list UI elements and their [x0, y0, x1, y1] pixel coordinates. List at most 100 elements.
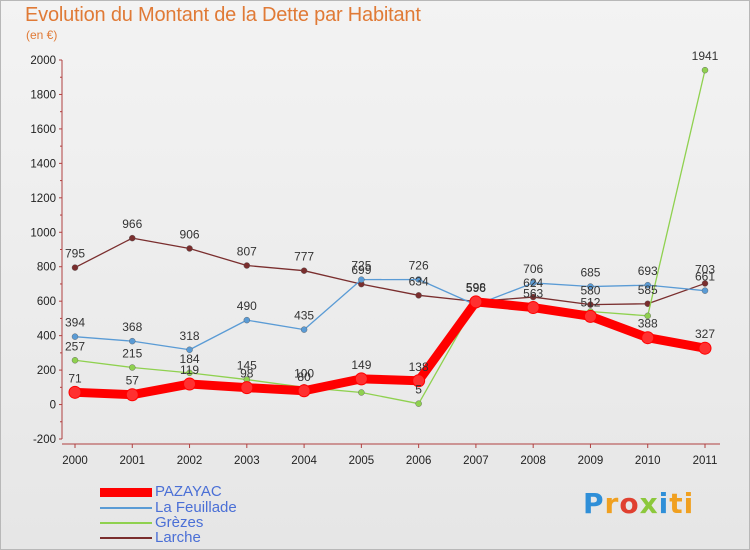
- point-la-feuillade: [300, 326, 308, 333]
- data-label-pazayac: 596: [466, 281, 486, 295]
- data-labels: 71 57 119 98 80 149 138 596 563 512 388 327 394 368 31…: [65, 49, 719, 397]
- data-label-pazayac: 80: [297, 370, 311, 384]
- point-larche: [529, 293, 537, 301]
- point-la-feuillade: [587, 283, 594, 290]
- point-la-feuillade: [243, 316, 251, 324]
- point-la-feuillade: [71, 333, 79, 340]
- y-tick-label: -200: [33, 434, 56, 446]
- x-tick-label: 2002: [177, 455, 203, 467]
- point-pazayac: [526, 301, 540, 315]
- data-label-larche: 777: [294, 250, 314, 264]
- chart-subtitle: (en €): [26, 28, 58, 42]
- data-label-larche: 585: [638, 283, 658, 297]
- data-label-pazayac: 119: [180, 363, 199, 377]
- data-label-gr-zes: 215: [122, 347, 142, 361]
- legend-label-la-feuillade: La Feuillade: [155, 499, 237, 516]
- y-tick-label: 0: [50, 400, 56, 412]
- legend-swatch-grezes: [100, 522, 152, 524]
- y-tick-label: 800: [37, 262, 56, 274]
- data-label-pazayac: 512: [580, 295, 600, 309]
- data-label-la-feuillade: 725: [351, 259, 371, 273]
- point-la-feuillade: [129, 337, 136, 345]
- y-tick-label: 1200: [30, 193, 56, 205]
- series-line-pazayac: [70, 297, 710, 400]
- x-tick-label: 2000: [62, 455, 88, 467]
- y-tick-label: 1800: [30, 89, 56, 101]
- data-label-larche: 624: [523, 276, 543, 290]
- point-gr-zes: [129, 364, 136, 371]
- legend-item-la-feuillade: La Feuillade: [100, 499, 237, 516]
- legend-swatch-la-feuillade: [100, 507, 152, 509]
- y-tick-label: 1000: [30, 227, 56, 239]
- point-la-feuillade: [186, 346, 193, 353]
- y-tick-label: 600: [37, 296, 56, 308]
- data-label-la-feuillade: 726: [409, 258, 429, 272]
- data-label-la-feuillade: 490: [237, 299, 257, 313]
- data-label-la-feuillade: 685: [580, 266, 600, 280]
- data-label-la-feuillade: 368: [122, 320, 142, 334]
- series-line-la-feuillade: [74, 278, 706, 351]
- x-tick-label: 2011: [693, 455, 718, 467]
- data-label-la-feuillade: 435: [294, 309, 314, 323]
- data-label-pazayac: 71: [68, 371, 82, 385]
- point-pazayac: [183, 377, 197, 391]
- point-la-feuillade: [529, 279, 537, 287]
- proxiti-logo: Proxiti: [583, 487, 695, 520]
- data-label-pazayac: 327: [695, 327, 715, 341]
- point-pazayac: [125, 388, 139, 402]
- x-tick-label: 2006: [406, 455, 432, 467]
- data-label-pazayac: 98: [240, 367, 254, 381]
- point-la-feuillade: [701, 287, 709, 294]
- data-label-larche: 906: [180, 227, 200, 241]
- y-tick-label: 2000: [30, 55, 56, 67]
- point-gr-zes: [701, 66, 709, 74]
- data-label-pazayac: 57: [126, 374, 140, 388]
- data-label-gr-zes: 184: [180, 352, 200, 366]
- data-label-larche: 598: [466, 281, 486, 295]
- point-gr-zes: [415, 400, 422, 407]
- point-pazayac: [412, 374, 426, 388]
- point-pazayac: [68, 385, 82, 399]
- axes: -200 0 200 400 600 800 1000 1200 1400 1600 1800 200…: [30, 55, 720, 467]
- x-tick-label: 2008: [520, 455, 546, 467]
- point-larche: [71, 264, 79, 271]
- data-label-larche: 580: [580, 284, 600, 298]
- point-larche: [186, 245, 193, 252]
- point-pazayac: [240, 381, 254, 395]
- data-label-pazayac: 388: [638, 317, 658, 331]
- series-line-gr-zes: [74, 69, 706, 405]
- series-line-larche: [74, 237, 706, 306]
- data-label-pazayac: 563: [523, 287, 543, 301]
- point-pazayac: [641, 331, 655, 345]
- x-tick-label: 2007: [463, 455, 489, 467]
- x-tick-label: 2005: [349, 455, 375, 467]
- legend-item-grezes: Grèzes: [100, 515, 203, 530]
- data-label-gr-zes: 5: [415, 383, 422, 397]
- data-label-larche: 634: [409, 274, 429, 288]
- data-label-la-feuillade: 693: [638, 264, 658, 278]
- point-pazayac: [297, 384, 311, 398]
- x-tick-label: 2010: [635, 455, 661, 467]
- data-label-la-feuillade: 318: [180, 329, 200, 343]
- point-pazayac: [583, 309, 597, 323]
- x-tick-label: 2004: [291, 455, 317, 467]
- point-la-feuillade: [415, 276, 422, 283]
- point-pazayac: [698, 341, 712, 355]
- x-tick-label: 2003: [234, 455, 260, 467]
- data-label-la-feuillade: 706: [523, 262, 543, 276]
- point-pazayac: [354, 372, 368, 386]
- point-larche: [300, 267, 308, 274]
- point-larche: [701, 280, 709, 287]
- data-label-larche: 807: [237, 245, 257, 259]
- y-tick-label: 200: [37, 365, 56, 377]
- x-tick-label: 2009: [578, 455, 604, 467]
- x-tick-label: 2001: [119, 455, 145, 467]
- point-larche: [587, 301, 594, 308]
- data-label-pazayac: 149: [351, 358, 371, 372]
- point-gr-zes: [358, 389, 365, 396]
- data-label-la-feuillade: 394: [65, 316, 85, 330]
- point-gr-zes: [644, 312, 651, 320]
- legend-item-pazayac: PAZAYAC: [100, 484, 222, 499]
